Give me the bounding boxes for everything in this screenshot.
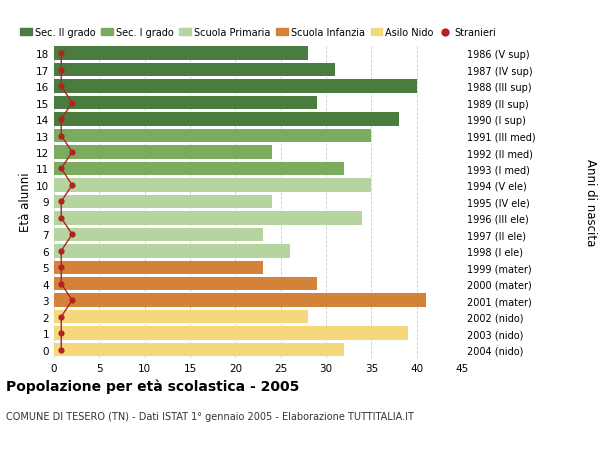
Point xyxy=(56,313,66,321)
Bar xyxy=(54,80,416,94)
Bar xyxy=(54,228,263,241)
Text: Anni di nascita: Anni di nascita xyxy=(584,158,597,246)
Bar xyxy=(54,179,371,192)
Point xyxy=(56,83,66,90)
Point xyxy=(67,231,77,239)
Bar xyxy=(54,245,290,258)
Bar xyxy=(54,129,371,143)
Point xyxy=(56,165,66,173)
Bar xyxy=(54,47,308,61)
Point xyxy=(67,100,77,107)
Point xyxy=(56,247,66,255)
Point xyxy=(56,330,66,337)
Point xyxy=(56,280,66,288)
Bar xyxy=(54,294,426,307)
Text: COMUNE DI TESERO (TN) - Dati ISTAT 1° gennaio 2005 - Elaborazione TUTTITALIA.IT: COMUNE DI TESERO (TN) - Dati ISTAT 1° ge… xyxy=(6,411,414,421)
Point xyxy=(67,182,77,189)
Legend: Sec. II grado, Sec. I grado, Scuola Primaria, Scuola Infanzia, Asilo Nido, Stran: Sec. II grado, Sec. I grado, Scuola Prim… xyxy=(20,28,496,38)
Point xyxy=(56,215,66,222)
Text: Popolazione per età scolastica - 2005: Popolazione per età scolastica - 2005 xyxy=(6,379,299,393)
Bar xyxy=(54,261,263,274)
Bar xyxy=(54,113,398,127)
Y-axis label: Età alunni: Età alunni xyxy=(19,172,32,232)
Point xyxy=(56,264,66,271)
Point xyxy=(56,67,66,74)
Point xyxy=(67,149,77,157)
Point xyxy=(56,198,66,206)
Bar xyxy=(54,277,317,291)
Bar xyxy=(54,343,344,357)
Bar xyxy=(54,97,317,110)
Bar xyxy=(54,195,272,209)
Point xyxy=(56,346,66,353)
Point xyxy=(56,116,66,123)
Point xyxy=(56,50,66,58)
Bar xyxy=(54,64,335,77)
Bar xyxy=(54,327,407,340)
Bar xyxy=(54,162,344,176)
Bar xyxy=(54,146,272,159)
Point xyxy=(67,297,77,304)
Point xyxy=(56,133,66,140)
Bar xyxy=(54,212,362,225)
Bar xyxy=(54,310,308,324)
